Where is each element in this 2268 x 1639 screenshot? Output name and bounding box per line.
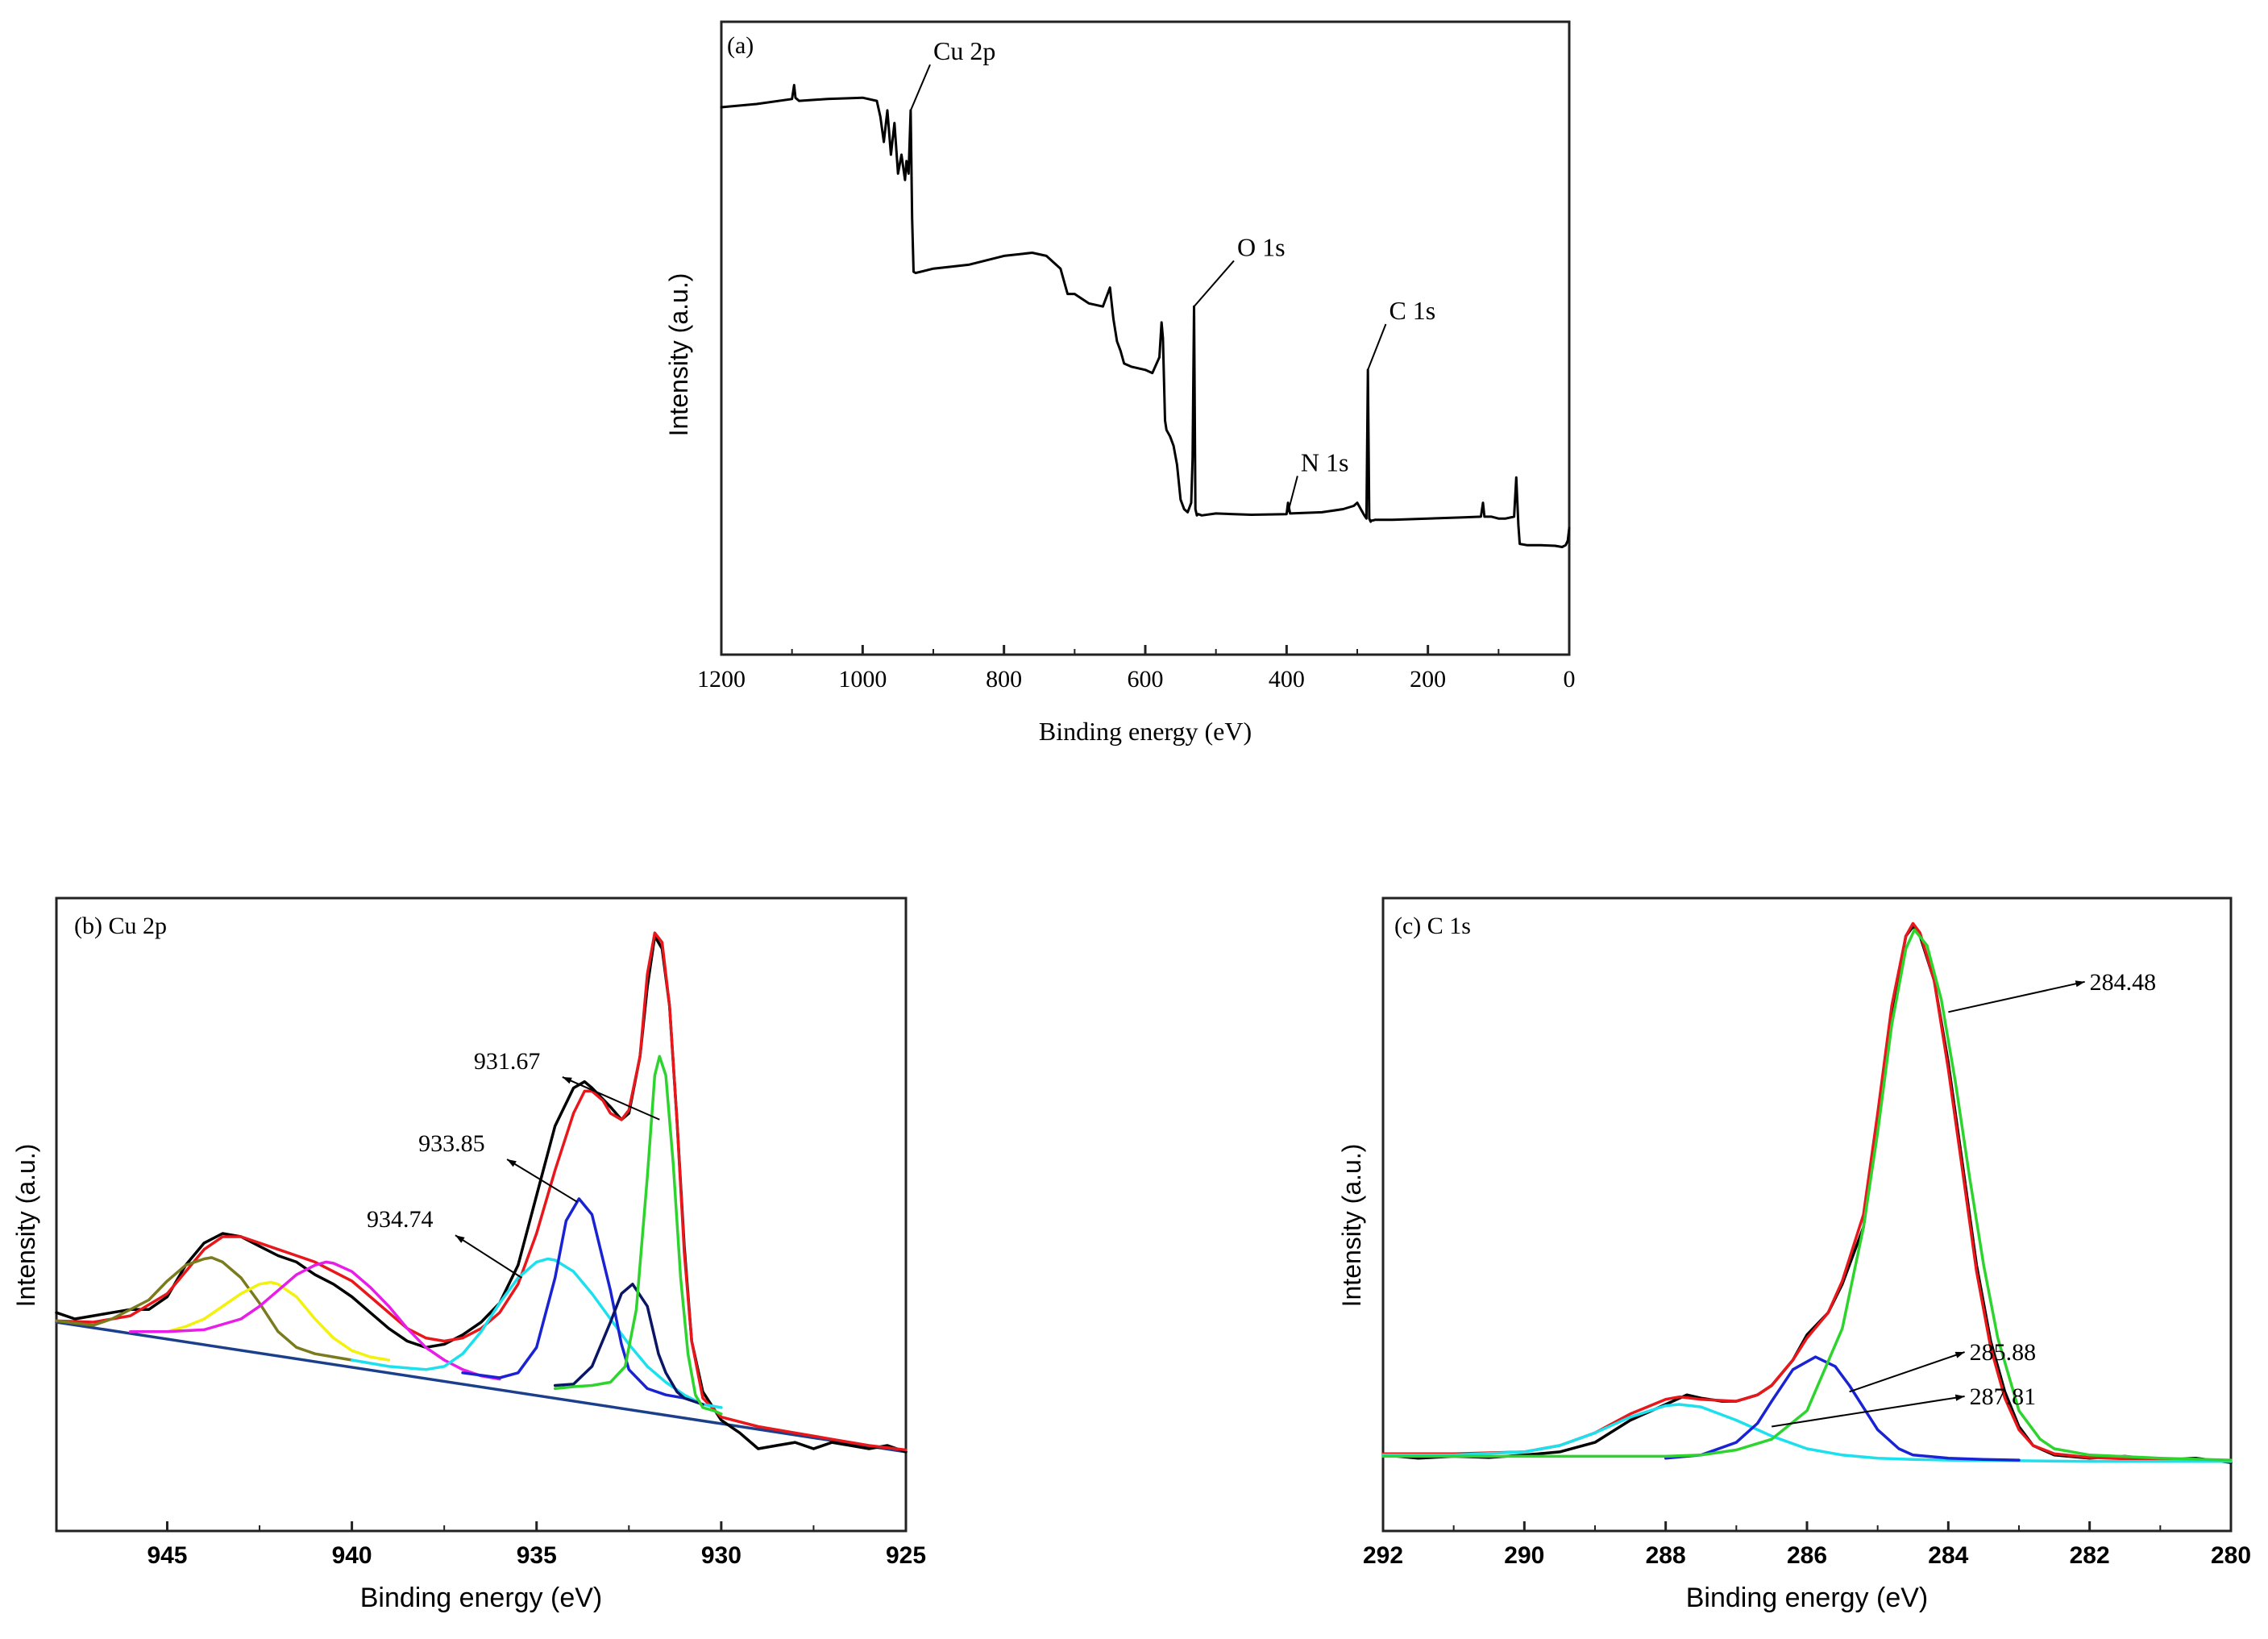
- series-peak-942-3: [128, 1280, 391, 1362]
- series-raw-data: [55, 934, 908, 1454]
- panel-c-ylabel: Intensity (a.u.): [1337, 1144, 1366, 1308]
- panel-c-plot: 292 290 288 286 284 282 280 284.48 285.88 287.81: [1363, 921, 2251, 1569]
- panel-c-xtick-label: 284: [1928, 1542, 1968, 1569]
- annotation-leader: [1948, 980, 2085, 1013]
- annotation-leader: [562, 1076, 660, 1121]
- series-peak-285-88: [1664, 1355, 2021, 1462]
- panel-c: 292 290 288 286 284 282 280284.48285.88287.81 …: [1337, 896, 2251, 1613]
- annotation-arrowhead: [507, 1159, 517, 1167]
- panel-c-xtick-label: 286: [1787, 1542, 1827, 1569]
- series-survey: [720, 84, 1571, 548]
- annotation-arrowhead: [1954, 1394, 1965, 1401]
- panel-c-label: (c) C 1s: [1394, 913, 1471, 939]
- annotation-label: 931.67: [474, 1048, 541, 1075]
- panel-a-xtick-label: 1200: [697, 666, 746, 693]
- series-peak-284-48: [1381, 928, 2233, 1462]
- annotation-label: 933.85: [418, 1130, 485, 1157]
- annotation-label: 285.88: [1970, 1339, 2037, 1366]
- annotation-leader: [1287, 476, 1298, 513]
- annotation-label: N 1s: [1301, 447, 1349, 476]
- annotation-leader: [1772, 1396, 1965, 1428]
- panel-a-xtick-label: 600: [1128, 666, 1164, 693]
- panel-b-xtick-label: 925: [886, 1542, 926, 1569]
- panel-b-xlabel: Binding energy (eV): [360, 1583, 603, 1613]
- annotation-label: Cu 2p: [933, 36, 995, 65]
- panel-a-xtick-label: 1000: [838, 666, 887, 693]
- annotation-leader: [455, 1234, 522, 1279]
- annotation-label: 284.48: [2090, 969, 2157, 996]
- annotation-leader: [506, 1159, 578, 1203]
- series-peak-931-67: [553, 1055, 723, 1416]
- annotation-arrowhead: [1954, 1351, 1965, 1358]
- panel-b-plot: 945 940 935 930 925 931.67 933.85 934.74: [55, 931, 926, 1569]
- panel-c-xtick-label: 292: [1363, 1542, 1403, 1569]
- panel-b-frame: [55, 896, 908, 1533]
- series-peak-933-85: [461, 1197, 686, 1400]
- panel-c-xlabel: Binding energy (eV): [1686, 1583, 1929, 1613]
- panel-a-xtick-label: 800: [986, 666, 1022, 693]
- annotation-label: C 1s: [1389, 296, 1435, 325]
- panel-c-xtick-label: 290: [1504, 1542, 1544, 1569]
- panel-b-xtick-label: 935: [517, 1542, 557, 1569]
- annotation-leader: [1849, 1351, 1965, 1393]
- annotation-leader: [1193, 260, 1235, 307]
- annotation-leader: [1367, 323, 1387, 371]
- panel-a: 1200 1000 800 600 400 200 0 Cu 2p O 1s N 1s C 1s (…: [664, 20, 1576, 746]
- annotation-arrowhead: [455, 1235, 465, 1243]
- series-fit-envelope: [1381, 921, 2233, 1463]
- series-peak-940-7: [128, 1260, 501, 1381]
- panel-a-frame: [720, 20, 1571, 656]
- panel-a-xtick-label: 0: [1564, 666, 1576, 693]
- series-peak-943-8: [55, 1256, 354, 1362]
- series-fit-envelope: [55, 931, 908, 1452]
- panel-c-xtick-label: 282: [2070, 1542, 2110, 1569]
- panel-c-xtick-label: 288: [1646, 1542, 1686, 1569]
- panel-a-xtick-label: 400: [1269, 666, 1305, 693]
- series-peak-932-4: [553, 1283, 704, 1406]
- panel-b: 945 940 935 930 925 931.67 933.85 934.74 (b) Cu…: [11, 896, 926, 1613]
- series-baseline: [55, 1321, 908, 1454]
- panel-b-xtick-label: 945: [147, 1542, 187, 1569]
- annotation-label: 287.81: [1970, 1383, 2037, 1410]
- series-peak-934-74: [350, 1257, 723, 1409]
- panel-b-xtick-label: 940: [332, 1542, 372, 1569]
- panel-a-label: (a): [727, 32, 754, 59]
- panel-c-xtick-label: 280: [2211, 1542, 2251, 1569]
- annotation-label: 934.74: [367, 1206, 433, 1233]
- annotation-arrowhead: [562, 1076, 572, 1084]
- annotation-arrowhead: [2075, 980, 2085, 988]
- panel-a-xtick-label: 200: [1410, 666, 1446, 693]
- annotation-label: O 1s: [1237, 232, 1286, 261]
- panel-b-ylabel: Intensity (a.u.): [11, 1144, 40, 1308]
- series-peak-287-81: [1381, 1403, 2233, 1463]
- series-raw-data: [1381, 925, 2233, 1464]
- panel-a-ylabel: Intensity (a.u.): [664, 273, 693, 437]
- panel-b-label: (b) Cu 2p: [74, 913, 167, 939]
- annotation-leader: [910, 64, 931, 111]
- panel-a-xlabel: Binding energy (eV): [1039, 717, 1252, 746]
- panel-b-xtick-label: 930: [701, 1542, 741, 1569]
- panel-a-plot: 1200 1000 800 600 400 200 0 Cu 2p O 1s N 1s C 1s: [697, 36, 1576, 693]
